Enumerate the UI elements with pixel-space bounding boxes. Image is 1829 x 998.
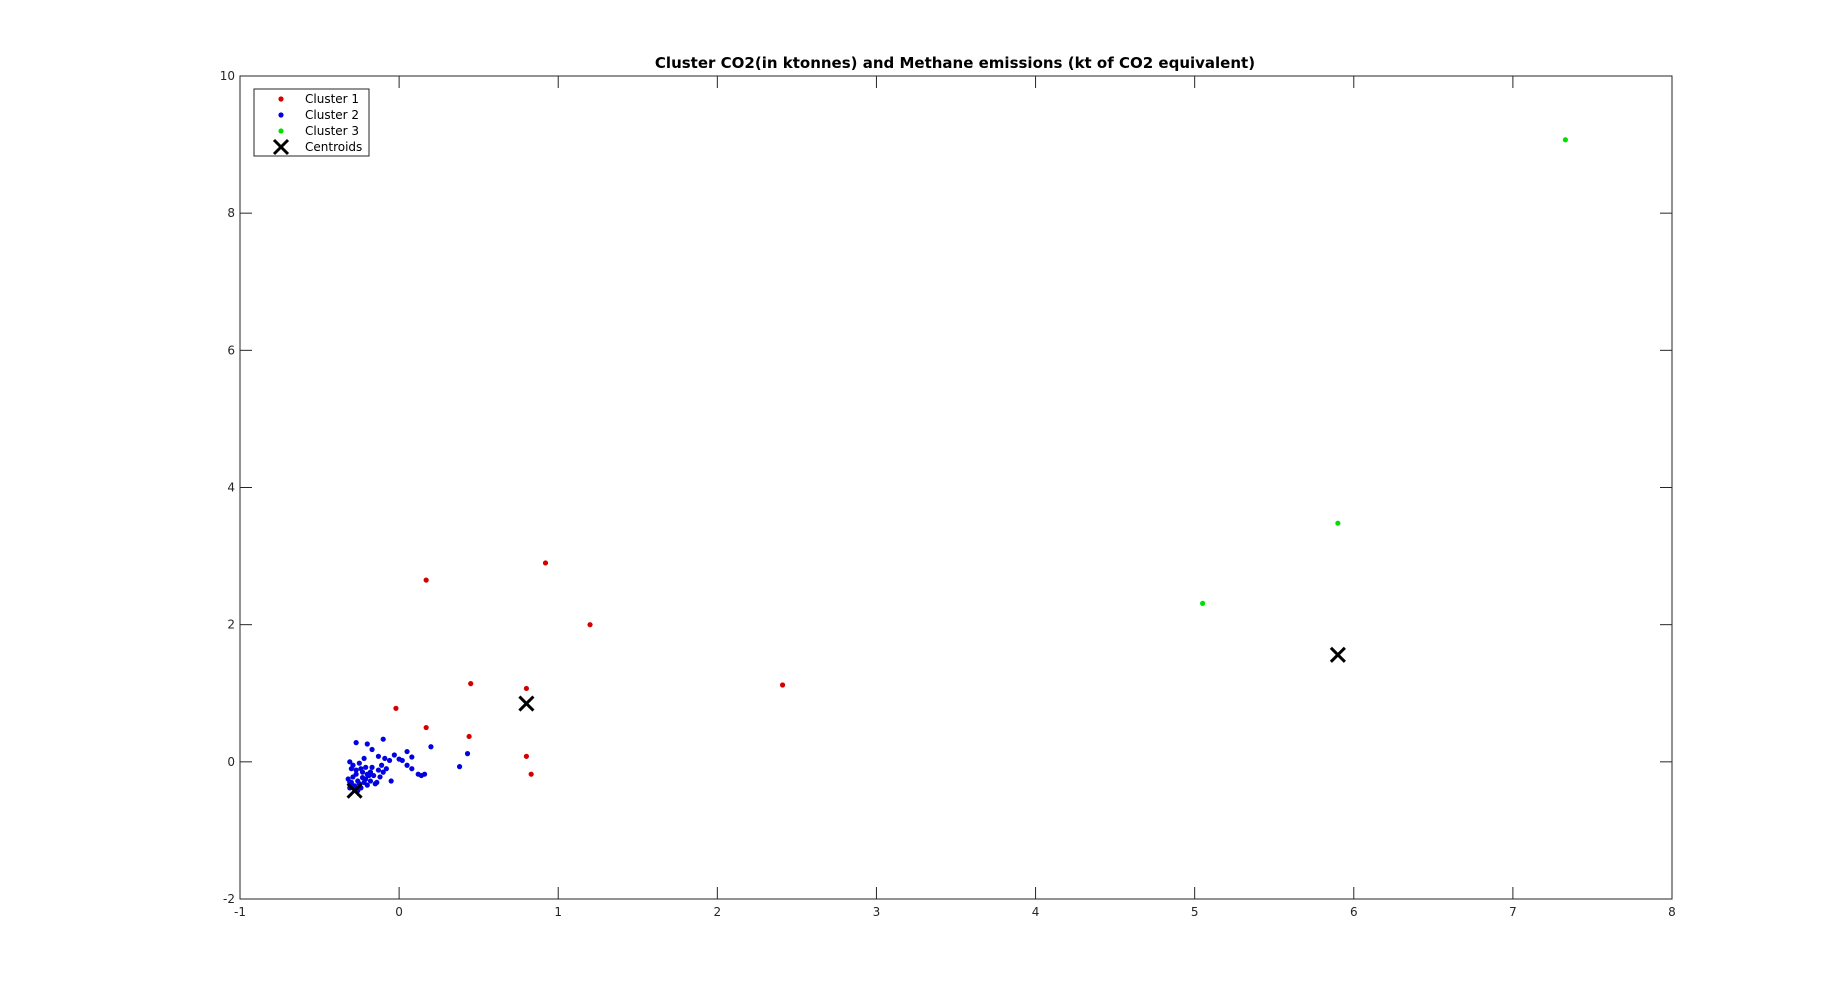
cluster-2-point [347,759,353,765]
cluster-2-point [364,771,370,777]
cluster-3-point [1335,520,1341,526]
cluster-1-point [468,681,474,687]
cluster-2-point [371,772,377,779]
data-points [345,137,1568,799]
cluster-2-point [380,736,386,742]
cluster-2-point [379,762,385,768]
cluster-2-point [404,748,410,755]
cluster-2-point [367,778,374,784]
legend-label: Cluster 3 [305,124,359,138]
x-tick-label: 1 [554,905,562,919]
cluster-2-point [364,782,370,788]
legend-centroid-marker [272,138,290,156]
cluster-2-point [409,754,415,760]
cluster-2-point [464,751,471,757]
cluster-1-point [423,577,429,583]
cluster-1-point [779,682,786,688]
cluster-2-point [391,752,397,758]
cluster-2-point [383,766,389,772]
y-tick-label: -2 [223,892,235,906]
cluster-1-point [466,733,472,740]
legend-marker [278,96,284,102]
x-tick-label: -1 [234,905,246,919]
cluster-2-point [350,762,356,768]
y-axis-ticks: -2 0 2 4 6 8 10 [220,69,1672,906]
cluster-2-point [353,767,359,773]
legend-label: Cluster 1 [305,92,359,106]
y-tick-label: 6 [227,343,235,357]
x-tick-label: 0 [395,905,403,919]
centroid-marker [1329,646,1346,663]
cluster-2-point [359,775,366,781]
cluster-2-point [404,762,410,768]
x-tick-label: 2 [714,905,722,919]
chart-title: Cluster CO2(in ktonnes) and Methane emis… [655,54,1255,72]
x-tick-label: 3 [873,905,881,919]
cluster-2-point [355,778,361,784]
plot-area [239,75,1673,900]
cluster-2-point [369,746,375,753]
cluster-3-point [1562,137,1568,143]
axes-box [239,75,1673,900]
cluster-2-point [353,771,359,777]
centroid-marker [518,695,535,712]
cluster-2-point [380,769,386,775]
cluster-2-point [364,741,370,747]
cluster-2-point [388,778,394,784]
cluster-1-point [423,724,429,731]
y-tick-label: 2 [227,618,235,632]
cluster-3-point [1200,600,1206,607]
cluster-2-point [369,764,375,770]
cluster-2-point [358,766,364,772]
cluster-2-point [428,744,434,750]
cluster-1-point [523,685,530,692]
y-tick-label: 8 [227,206,235,220]
cluster-2-point [375,753,382,759]
cluster-1-point [393,705,399,711]
y-tick-label: 4 [227,481,235,495]
legend-label: Cluster 2 [305,108,359,122]
legend-box [253,88,370,157]
cluster-2-point [361,755,367,762]
legend-marker [278,112,284,118]
centroid-marker [346,782,363,799]
x-axis-ticks: -1 0 1 2 3 4 5 6 7 8 [234,76,1676,919]
cluster-2-point [456,764,463,770]
x-tick-label: 6 [1350,905,1358,919]
cluster-2-point [356,760,362,766]
y-tick-label: 0 [227,755,235,769]
x-tick-label: 8 [1668,905,1676,919]
cluster-2-point [399,757,405,764]
cluster-1-point [528,771,534,777]
cluster-1-point [587,622,593,628]
x-tick-label: 4 [1032,905,1040,919]
legend: Cluster 1 Cluster 2 Cluster 3 Centroids [253,88,370,157]
cluster-1-point [542,560,549,566]
cluster-2-point [386,757,393,764]
cluster-2-point [377,774,383,780]
legend-label: Centroids [305,140,362,154]
y-tick-label: 10 [220,69,235,83]
cluster-2-point [353,740,359,746]
cluster-2-point [375,767,382,773]
cluster-2-point [372,781,378,787]
cluster-2-point [382,755,388,762]
cluster-2-point [409,766,415,772]
cluster-2-point [421,771,428,777]
x-tick-label: 7 [1509,905,1517,919]
cluster-2-point [363,764,369,770]
cluster-1-point [523,753,530,759]
legend-marker [278,128,284,134]
x-tick-label: 5 [1191,905,1199,919]
